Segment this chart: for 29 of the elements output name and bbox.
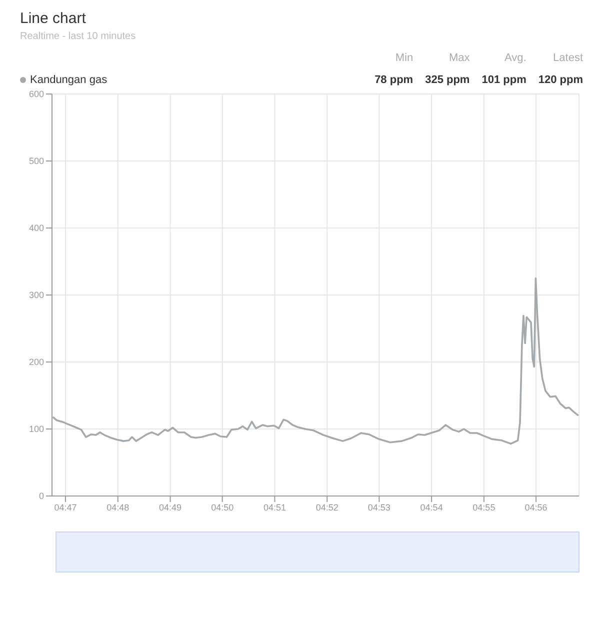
- x-tick-label: 04:53: [368, 502, 390, 512]
- x-tick-label: 04:54: [420, 502, 443, 512]
- x-tick-label: 04:48: [106, 502, 130, 512]
- text: Latest: [552, 52, 583, 64]
- y-tick-label: 600: [28, 89, 44, 99]
- chart-title: Line chart: [20, 10, 87, 27]
- legend-label: Kandungan gas: [29, 74, 108, 86]
- y-tick-label: 500: [28, 156, 44, 166]
- x-tick-label: 04:49: [158, 502, 182, 512]
- y-tick-label: 400: [28, 223, 44, 233]
- x-tick-label: 04:47: [54, 502, 77, 512]
- chart-subtitle: Realtime - last 10 minutes: [20, 31, 137, 42]
- x-tick-label: 04:56: [524, 502, 548, 512]
- x-tick-label: 04:50: [211, 502, 234, 512]
- y-tick-label: 300: [28, 290, 44, 300]
- text: 325 ppm: [425, 74, 470, 86]
- text: Max: [448, 52, 470, 64]
- y-tick-label: 200: [28, 357, 44, 367]
- text: Min: [394, 52, 414, 64]
- text: 120 ppm: [538, 74, 583, 86]
- line-series: [52, 277, 579, 445]
- text: Avg.: [504, 52, 526, 64]
- text: 78 ppm: [374, 74, 414, 86]
- x-tick-label: 04:51: [263, 502, 286, 512]
- y-tick-label: 0: [38, 491, 44, 501]
- x-tick-label: 04:55: [472, 502, 496, 512]
- y-tick-label: 100: [28, 424, 44, 434]
- text: 101 ppm: [482, 74, 526, 86]
- x-tick-label: 04:52: [316, 502, 338, 512]
